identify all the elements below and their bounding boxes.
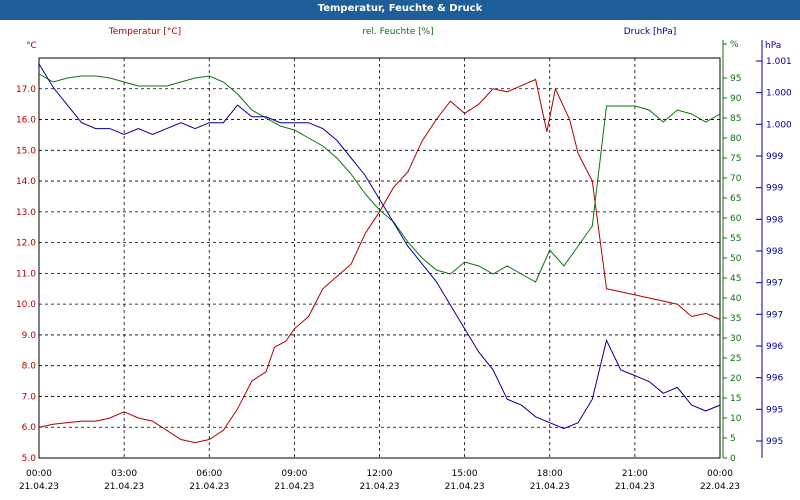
humidity-line (38, 73, 721, 283)
grid (38, 57, 721, 459)
pressure-tick-label: 995 (766, 437, 783, 447)
temperature-tick-label: 11.0 (16, 269, 36, 279)
temperature-tick-label: 10.0 (16, 300, 36, 310)
humidity-tick-label: 40 (730, 294, 742, 304)
humidity-axis-label: rel. Feuchte [%] (362, 27, 433, 37)
x-tick-time: 09:00 (281, 469, 307, 479)
humidity-tick-label: 95 (730, 74, 741, 84)
humidity-tick-label: 90 (730, 94, 742, 104)
x-tick-time: 06:00 (196, 469, 222, 479)
temperature-line (38, 78, 721, 444)
temperature-tick-label: 16.0 (16, 116, 36, 126)
pressure-tick-label: 999 (766, 184, 783, 194)
humidity-tick-label: 65 (730, 194, 741, 204)
temperature-tick-label: 12.0 (16, 239, 36, 249)
x-tick-date: 22.04.23 (700, 482, 740, 492)
humidity-tick-label: 45 (730, 274, 741, 284)
x-tick-time: 18:00 (537, 469, 563, 479)
temperature-tick-label: 13.0 (16, 208, 36, 218)
humidity-tick-label: 0 (730, 454, 736, 464)
pressure-tick-label: 1.000 (766, 120, 792, 130)
humidity-tick-label: 80 (730, 134, 742, 144)
x-tick-date: 21.04.23 (615, 482, 655, 492)
humidity-tick-label: 15 (730, 394, 741, 404)
x-tick-time: 15:00 (452, 469, 478, 479)
x-tick-time: 00:00 (26, 469, 52, 479)
series-lines (38, 63, 721, 444)
pressure-tick-label: 998 (766, 247, 783, 257)
pressure-tick-label: 997 (766, 310, 783, 320)
x-tick-time: 00:00 (707, 469, 733, 479)
humidity-tick-label: 70 (730, 174, 742, 184)
temperature-tick-label: 15.0 (16, 146, 36, 156)
chart-area: 5.0 6.0 7.0 8.0 9.0 10.0 11.0 12.0 13.0 14.0 15.0 1… (16, 27, 792, 492)
humidity-tick-label: 55 (730, 234, 741, 244)
x-tick-date: 21.04.23 (274, 482, 314, 492)
pressure-tick-label: 996 (766, 374, 783, 384)
x-tick-time: 03:00 (111, 469, 137, 479)
pressure-line (38, 63, 721, 430)
humidity-tick-label: 30 (730, 334, 742, 344)
humidity-tick-label: 20 (730, 374, 742, 384)
pressure-axis-label: Druck [hPa] (624, 27, 677, 37)
temperature-tick-label: 14.0 (16, 177, 36, 187)
temperature-tick-label: 9.0 (22, 331, 37, 341)
chart-title: Temperatur, Feuchte & Druck (0, 0, 800, 20)
pressure-tick-label: 999 (766, 152, 783, 162)
temperature-tick-label: 6.0 (22, 423, 37, 433)
humidity-tick-label: 85 (730, 114, 741, 124)
pressure-tick-label: 995 (766, 405, 783, 415)
pressure-unit: hPa (765, 41, 781, 51)
humidity-tick-label: 25 (730, 354, 741, 364)
x-tick-date: 21.04.23 (445, 482, 485, 492)
temperature-tick-label: 5.0 (22, 454, 37, 464)
pressure-tick-label: 996 (766, 342, 783, 352)
x-tick-time: 12:00 (367, 469, 393, 479)
x-tick-time: 21:00 (622, 469, 648, 479)
humidity-tick-label: 35 (730, 314, 741, 324)
humidity-tick-label: 75 (730, 154, 741, 164)
axes (722, 40, 763, 459)
pressure-tick-label: 998 (766, 215, 783, 225)
humidity-tick-label: 10 (730, 414, 742, 424)
axis-labels: 5.0 6.0 7.0 8.0 9.0 10.0 11.0 12.0 13.0 14.0 15.0 1… (16, 27, 792, 492)
temperature-tick-label: 8.0 (22, 362, 37, 372)
x-tick-date: 21.04.23 (189, 482, 229, 492)
humidity-tick-label: 60 (730, 214, 742, 224)
temperature-tick-label: 7.0 (22, 392, 37, 402)
x-tick-date: 21.04.23 (19, 482, 59, 492)
pressure-tick-label: 997 (766, 279, 783, 289)
humidity-tick-label: 5 (730, 434, 736, 444)
temperature-axis-label: Temperatur [°C] (108, 27, 181, 37)
temperature-unit: °C (26, 41, 37, 51)
humidity-tick-label: 50 (730, 254, 742, 264)
temperature-tick-label: 17.0 (16, 85, 36, 95)
pressure-tick-label: 1.000 (766, 89, 792, 99)
x-tick-date: 21.04.23 (530, 482, 570, 492)
x-tick-date: 21.04.23 (104, 482, 144, 492)
x-tick-date: 21.04.23 (359, 482, 399, 492)
pressure-tick-label: 1.001 (766, 57, 792, 67)
humidity-tick-label: % (730, 40, 739, 50)
